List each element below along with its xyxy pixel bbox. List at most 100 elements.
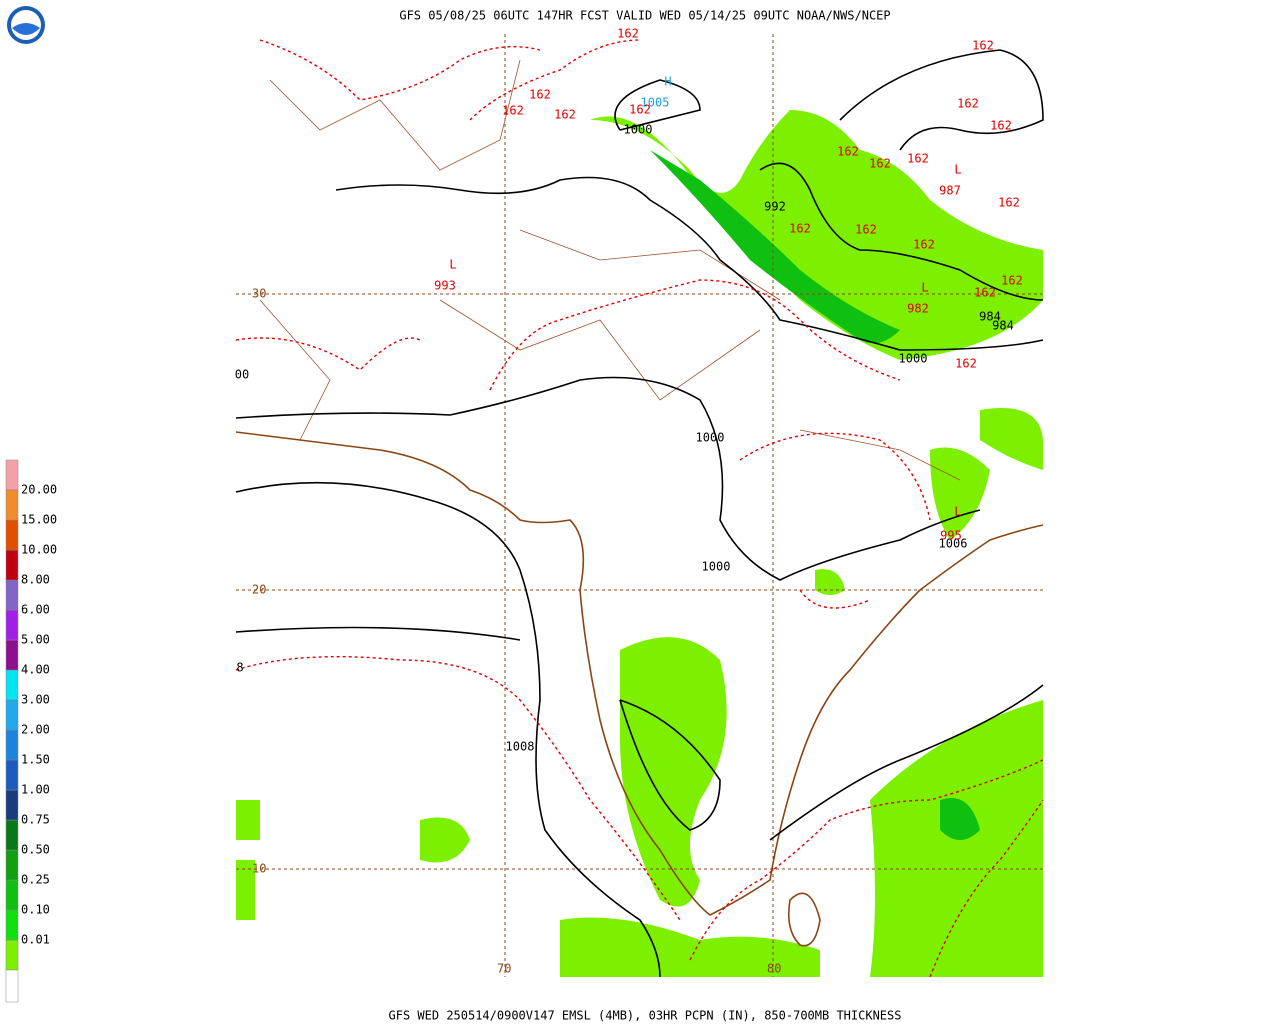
isobar-label: 992 [764, 200, 786, 214]
legend-swatch [5, 789, 19, 821]
legend-swatch [5, 609, 19, 641]
map-shape [236, 860, 255, 920]
isobar-label: 1000 [624, 123, 653, 137]
isobar-label: 00 [235, 368, 249, 382]
thickness-label: 162 [629, 103, 651, 117]
legend-swatch [5, 879, 19, 911]
thickness-label: 162 [529, 88, 551, 102]
map-shape [620, 637, 727, 907]
legend-label: 0.10 [21, 903, 50, 917]
legend-swatch [5, 819, 19, 851]
legend-label: 15.00 [21, 513, 57, 527]
low-symbol: L [954, 505, 961, 519]
legend-label: 3.00 [21, 693, 50, 707]
legend-swatch [5, 969, 19, 1003]
low-value: 987 [939, 184, 961, 198]
map-shape [259, 59, 961, 481]
legend-label: 0.50 [21, 843, 50, 857]
isobar-label: 1006 [939, 537, 968, 551]
map-shape [560, 917, 820, 977]
legend-label: 5.00 [21, 633, 50, 647]
low-symbol: L [449, 258, 456, 272]
legend-label: 6.00 [21, 603, 50, 617]
thickness-label: 162 [869, 157, 891, 171]
low-value: 982 [907, 302, 929, 316]
map-shape [12, 23, 40, 35]
low-symbol: L [954, 163, 961, 177]
legend-label: 0.25 [21, 873, 50, 887]
map-shape [930, 447, 990, 540]
thickness-label: 162 [789, 222, 811, 236]
legend-label: 20.00 [21, 483, 57, 497]
map-shape [236, 800, 260, 840]
thickness-label: 162 [502, 104, 524, 118]
thickness-label: 162 [1001, 274, 1023, 288]
high-symbol: H [664, 75, 671, 89]
thickness-label: 162 [907, 152, 929, 166]
map-shape [235, 49, 1044, 978]
footer: GFS WED 250514/0900V147 EMSL (4MB), 03HR… [389, 1009, 902, 1023]
legend-label: 10.00 [21, 543, 57, 557]
legend-swatch [5, 639, 19, 671]
low-value: 993 [434, 279, 456, 293]
lat-label: 30 [252, 287, 266, 301]
thickness-label: 162 [957, 97, 979, 111]
isobar-label: 984 [979, 310, 1001, 324]
legend-swatch [5, 579, 19, 611]
legend-label: 1.50 [21, 753, 50, 767]
legend-label: 2.00 [21, 723, 50, 737]
thickness-label: 162 [617, 27, 639, 41]
isobar-label: 984 [992, 319, 1014, 333]
legend-swatch [5, 939, 19, 971]
high-value: 1005 [641, 96, 670, 110]
legend-swatch [5, 849, 19, 881]
map-shape [787, 892, 821, 947]
low-symbol: L [921, 281, 928, 295]
lon-label: 80 [767, 962, 781, 976]
legend-swatch [5, 759, 19, 791]
map-shape [590, 110, 1043, 360]
map-shape [815, 569, 845, 595]
title: GFS 05/08/25 06UTC 147HR FCST VALID WED … [399, 9, 890, 23]
isobar-label: 1000 [899, 352, 928, 366]
precip [236, 110, 1043, 977]
legend-label: 0.01 [21, 933, 50, 947]
legend-label: 4.00 [21, 663, 50, 677]
isobar-label: 1008 [506, 740, 535, 754]
legend-swatch [5, 669, 19, 701]
thickness-label: 162 [972, 39, 994, 53]
isobar-label: 1000 [696, 431, 725, 445]
map-shape [650, 150, 900, 344]
thickness-label: 162 [974, 286, 996, 300]
isobar-label: 8 [236, 661, 243, 675]
map-shape [235, 39, 1044, 978]
map-shape [420, 817, 470, 863]
thickness-label: 162 [955, 357, 977, 371]
legend: 0.01 0.10 0.25 0.50 0.75 1.00 1.50 2.00 3.00 4.00… [5, 459, 57, 1003]
noaa-logo [7, 6, 45, 44]
lat-label: 20 [252, 583, 266, 597]
legend-swatch [5, 699, 19, 731]
map-shape [980, 408, 1043, 470]
thickness-label: 162 [998, 196, 1020, 210]
lat-label: 10 [252, 862, 266, 876]
legend-swatch [5, 549, 19, 581]
legend-label: 8.00 [21, 573, 50, 587]
isobar-label: 1000 [702, 560, 731, 574]
legend-swatch [5, 909, 19, 941]
legend-label: 1.00 [21, 783, 50, 797]
legend-swatch [5, 519, 19, 551]
map-shape [235, 431, 1044, 916]
legend-label: 0.75 [21, 813, 50, 827]
thickness-label: 162 [554, 108, 576, 122]
thickness-label: 162 [855, 223, 877, 237]
map-shape [940, 798, 980, 840]
legend-swatch [5, 729, 19, 761]
low-value: 995 [940, 529, 962, 543]
thickness-label: 162 [837, 145, 859, 159]
thickness-label: 162 [913, 238, 935, 252]
legend-swatch [5, 459, 19, 491]
